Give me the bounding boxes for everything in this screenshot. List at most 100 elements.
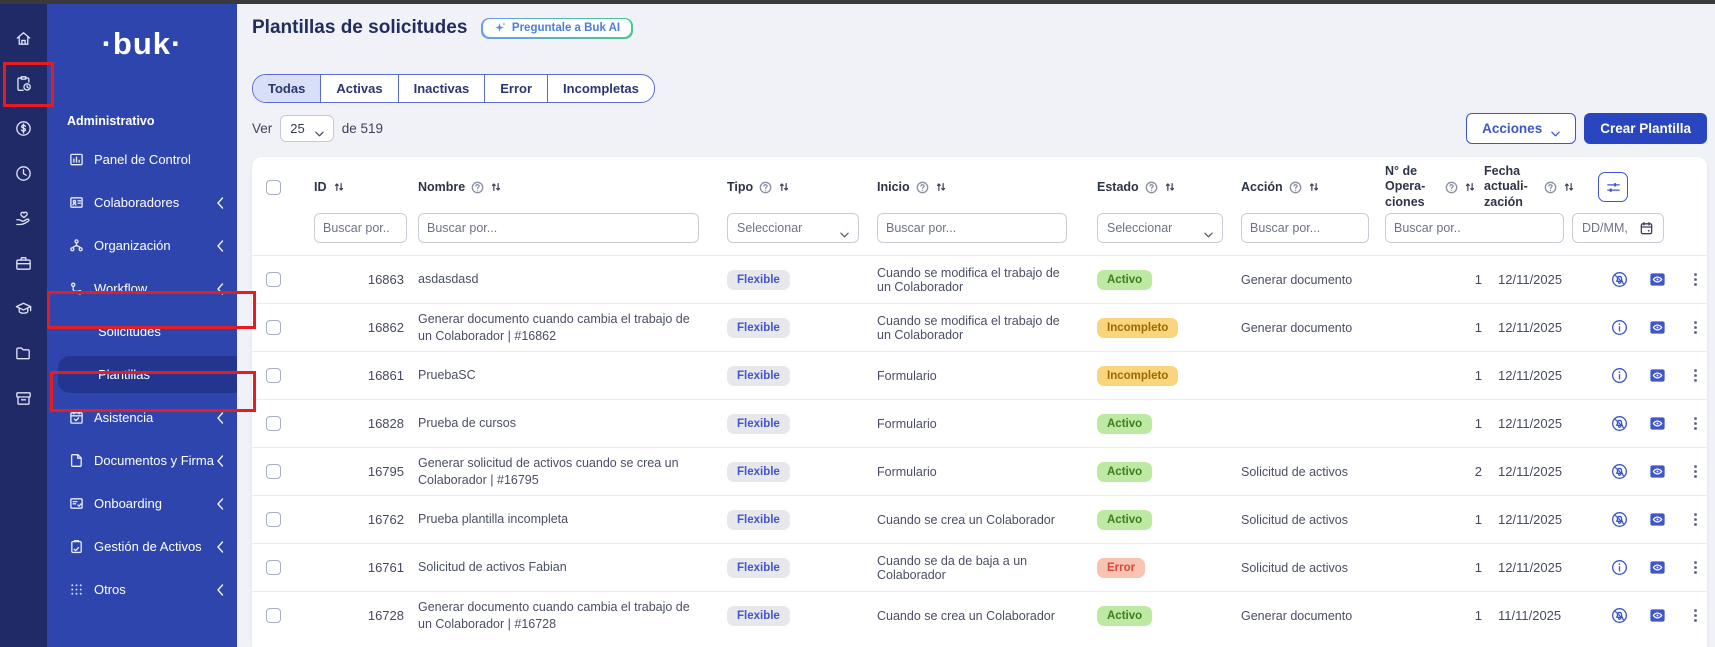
rail-coin-icon[interactable] — [14, 119, 33, 138]
kebab-menu-icon[interactable] — [1686, 414, 1702, 433]
chevron-down-icon — [840, 225, 849, 238]
help-icon[interactable] — [1544, 181, 1557, 194]
preview-icon[interactable] — [1648, 558, 1667, 577]
calendar-icon — [1639, 221, 1654, 236]
filter-nombre-input[interactable] — [418, 213, 699, 243]
help-icon[interactable] — [1445, 181, 1458, 194]
rail-clock-icon[interactable] — [14, 164, 33, 183]
sort-icon[interactable] — [778, 181, 790, 193]
sort-icon[interactable] — [333, 181, 345, 193]
row-checkbox[interactable] — [266, 416, 281, 431]
templates-table: ID Nombre Tipo Inicio Estado Acción — [252, 157, 1707, 647]
sidebar-item-organizacion[interactable]: Organización — [47, 224, 237, 267]
help-icon[interactable] — [1145, 181, 1158, 194]
sort-icon[interactable] — [490, 181, 502, 193]
sort-icon[interactable] — [1464, 181, 1476, 193]
cell-fecha: 11/11/2025 — [1498, 608, 1562, 623]
tab-incompletas[interactable]: Incompletas — [547, 75, 654, 102]
help-icon[interactable] — [759, 181, 772, 194]
sidebar-item-otros[interactable]: Otros — [47, 568, 237, 611]
kebab-menu-icon[interactable] — [1686, 606, 1702, 625]
help-icon[interactable] — [471, 181, 484, 194]
kebab-menu-icon[interactable] — [1686, 558, 1702, 577]
help-icon[interactable] — [916, 181, 929, 194]
preview-icon[interactable] — [1648, 366, 1667, 385]
column-settings-button[interactable] — [1598, 172, 1628, 202]
notifications-off-icon[interactable] — [1610, 510, 1629, 529]
kebab-menu-icon[interactable] — [1686, 510, 1702, 529]
kebab-menu-icon[interactable] — [1686, 366, 1702, 385]
filter-tipo-select[interactable]: Seleccionar — [727, 213, 859, 243]
sidebar-item-documentos-y-firma[interactable]: Documentos y Firma — [47, 439, 237, 482]
preview-icon[interactable] — [1648, 414, 1667, 433]
cell-inicio: Cuando se modifica el trabajo de un Cola… — [877, 265, 1060, 294]
clipboard-icon — [69, 539, 84, 554]
tab-error[interactable]: Error — [484, 75, 547, 102]
sort-icon[interactable] — [935, 181, 947, 193]
info-icon[interactable] — [1610, 558, 1629, 577]
filter-fecha-date[interactable]: DD/MM, — [1572, 213, 1664, 243]
acciones-button[interactable]: Acciones — [1466, 112, 1577, 144]
rail-folder-icon[interactable] — [14, 344, 33, 363]
estado-badge: Error — [1097, 557, 1146, 578]
filter-inicio-input[interactable] — [877, 213, 1067, 243]
tab-todas[interactable]: Todas — [253, 75, 321, 102]
tab-activas[interactable]: Activas — [320, 75, 397, 102]
sidebar-item-panel-de-control[interactable]: Panel de Control — [47, 138, 237, 181]
kebab-menu-icon[interactable] — [1686, 318, 1702, 337]
notifications-off-icon[interactable] — [1610, 270, 1629, 289]
chevron-left-icon — [216, 583, 224, 596]
sidebar-item-workflow[interactable]: Workflow — [47, 267, 237, 310]
rail-hand-heart-icon[interactable] — [14, 209, 33, 228]
preview-icon[interactable] — [1648, 606, 1667, 625]
rail-briefcase-icon[interactable] — [14, 254, 33, 273]
sidebar-item-plantillas[interactable]: Plantillas — [58, 356, 237, 393]
sidebar-item-onboarding[interactable]: Onboarding — [47, 482, 237, 525]
filter-estado-select[interactable]: Seleccionar — [1097, 213, 1223, 243]
cell-inicio: Formulario — [877, 368, 937, 383]
kebab-menu-icon[interactable] — [1686, 270, 1702, 289]
sidebar-item-asistencia[interactable]: Asistencia — [47, 396, 237, 439]
preview-icon[interactable] — [1648, 318, 1667, 337]
row-checkbox[interactable] — [266, 368, 281, 383]
notifications-off-icon[interactable] — [1610, 462, 1629, 481]
filter-operaciones-input[interactable] — [1385, 213, 1564, 243]
preview-icon[interactable] — [1648, 270, 1667, 289]
sidebar-item-colaboradores[interactable]: Colaboradores — [47, 181, 237, 224]
sort-icon[interactable] — [1164, 181, 1176, 193]
kebab-menu-icon[interactable] — [1686, 462, 1702, 481]
row-checkbox[interactable] — [266, 464, 281, 479]
rail-archive-icon[interactable] — [14, 389, 33, 408]
row-checkbox[interactable] — [266, 512, 281, 527]
ask-buk-ai-button[interactable]: Preguntale a Buk AI — [481, 17, 633, 39]
chevron-left-icon — [216, 239, 224, 252]
preview-icon[interactable] — [1648, 462, 1667, 481]
sort-icon[interactable] — [1308, 181, 1320, 193]
cell-fecha: 12/11/2025 — [1498, 416, 1563, 431]
table-header-row: ID Nombre Tipo Inicio Estado Acción — [252, 157, 1707, 211]
preview-icon[interactable] — [1648, 510, 1667, 529]
rail-clipboard-clock-icon[interactable] — [14, 74, 33, 93]
row-checkbox[interactable] — [266, 272, 281, 287]
tipo-badge: Flexible — [727, 605, 790, 626]
filter-id-input[interactable] — [314, 213, 407, 243]
row-checkbox[interactable] — [266, 560, 281, 575]
sidebar-item-solicitudes[interactable]: Solicitudes — [47, 310, 237, 353]
info-icon[interactable] — [1610, 366, 1629, 385]
cell-accion: Solicitud de activos — [1241, 464, 1349, 479]
notifications-off-icon[interactable] — [1610, 414, 1629, 433]
row-checkbox[interactable] — [266, 608, 281, 623]
info-icon[interactable] — [1610, 318, 1629, 337]
page-size-select[interactable]: 25 — [280, 114, 334, 142]
tab-inactivas[interactable]: Inactivas — [397, 75, 485, 102]
notifications-off-icon[interactable] — [1610, 606, 1629, 625]
rail-graduation-cap-icon[interactable] — [14, 299, 33, 318]
filter-accion-input[interactable] — [1241, 213, 1369, 243]
help-icon[interactable] — [1289, 181, 1302, 194]
crear-plantilla-button[interactable]: Crear Plantilla — [1584, 112, 1707, 144]
sidebar-item-gestion-de-activos[interactable]: Gestión de Activos — [47, 525, 237, 568]
row-checkbox[interactable] — [266, 320, 281, 335]
sort-icon[interactable] — [1563, 181, 1575, 193]
select-all-checkbox[interactable] — [266, 179, 281, 195]
rail-home-icon[interactable] — [14, 29, 33, 48]
